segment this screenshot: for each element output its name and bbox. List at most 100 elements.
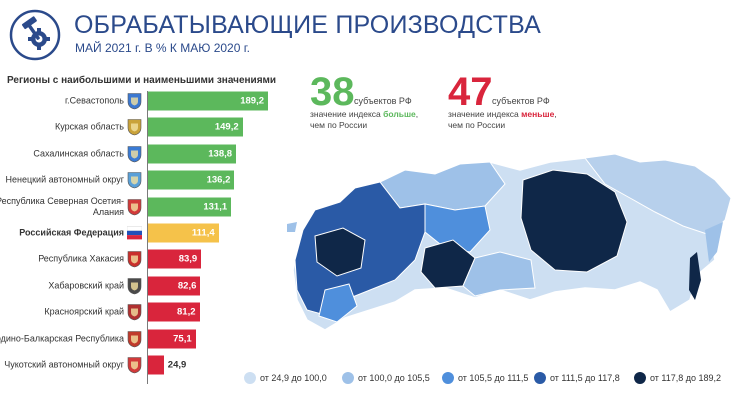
sakhalin-emblem-icon: [127, 145, 142, 163]
russia-map: [287, 153, 732, 331]
stat-more-desc-suffix: ,: [415, 109, 419, 119]
bar-mark: [148, 355, 164, 375]
map-region-kaliningrad: [287, 222, 297, 232]
stat-less: 47 субъектов РФ значение индекса меньше,…: [448, 72, 588, 132]
stat-more-desc-emph: больше: [383, 109, 416, 119]
legend-item-3: от 105,5 до 111,5: [442, 370, 528, 386]
bar-row: Курская область 149,2: [0, 116, 290, 138]
khakassia-emblem-icon: [127, 251, 142, 268]
stat-more-desc-prefix: значение индекса: [310, 109, 384, 119]
stat-less-number: 47: [448, 70, 493, 114]
bar-mark: [148, 91, 268, 111]
bar-mark: [148, 117, 243, 137]
legend-swatch-5: [634, 372, 646, 384]
bar-mark: [148, 276, 201, 296]
bar-category-label: Кабардино-Балкарская Республика: [0, 333, 124, 344]
legend-item-5: от 117,8 до 189,2: [634, 370, 721, 386]
legend-swatch-2: [342, 372, 354, 384]
map-region-sakhalin: [689, 252, 701, 300]
stat-more-desc-line2: чем по России: [310, 120, 368, 130]
legend-item-1: от 24,9 до 100,0: [244, 370, 327, 386]
north-ossetia-emblem-icon: [127, 198, 142, 215]
stat-less-desc-prefix: значение индекса: [448, 109, 522, 119]
bar-value-label: 189,2: [240, 95, 264, 107]
map-legend: от 24,9 до 100,0 от 100,0 до 105,5 от 10…: [244, 370, 734, 388]
bar-category-label: Республика Хакасия: [38, 253, 124, 264]
page-subtitle: МАЙ 2021 г. В % К МАЮ 2020 г.: [75, 41, 250, 55]
section-heading: Регионы с наибольшими и наименьшими знач…: [7, 75, 277, 86]
russia-flag-icon: [127, 226, 142, 240]
bar-value-label: 138,8: [208, 148, 233, 160]
krasnoyarsk-emblem-icon: [127, 304, 142, 321]
bar-value-label: 81,2: [177, 306, 196, 318]
bar-category-label: Курская область: [55, 121, 124, 132]
stat-more-label: субъектов РФ: [354, 96, 412, 106]
bar-value-label: 149,2: [214, 121, 239, 133]
map-region-light: [584, 153, 732, 236]
legend-item-4: от 111,5 до 117,8: [534, 370, 620, 386]
stat-more: 38 субъектов РФ значение индекса больше,…: [310, 72, 450, 132]
bar-mark: [148, 302, 200, 322]
page-title: ОБРАБАТЫВАЮЩИЕ ПРОИЗВОДСТВА: [74, 11, 542, 39]
bar-value-label: 111,4: [191, 227, 215, 239]
sevastopol-emblem-icon: [127, 93, 142, 110]
legend-label-4: от 111,5 до 117,8: [550, 373, 620, 383]
legend-swatch-1: [244, 372, 256, 384]
bar-row: Кабардино-Балкарская Республика 75,1: [0, 328, 290, 350]
bar-value-label: 131,1: [203, 201, 228, 213]
kabardino-balkaria-emblem-icon: [127, 330, 142, 347]
bar-row: Хабаровский край 82,6: [0, 275, 290, 297]
stat-less-desc-emph: меньше: [521, 109, 555, 119]
legend-label-2: от 100,0 до 105,5: [358, 373, 430, 383]
bar-value-label: 136,2: [206, 174, 231, 186]
map-region-mid: [424, 203, 491, 253]
legend-swatch-3: [442, 372, 454, 384]
stat-more-desc: значение индекса больше, чем по России: [310, 109, 418, 131]
bar-mark: [148, 249, 202, 269]
bar-row: Чукотский автономный округ 24,9: [0, 354, 290, 376]
bar-category-label: г.Севастополь: [64, 95, 124, 106]
map-region-medium: [379, 161, 506, 211]
bar-mark: [148, 329, 196, 349]
legend-item-2: от 100,0 до 105,5: [342, 370, 430, 386]
stat-more-number: 38: [310, 70, 355, 114]
kursk-emblem-icon: [127, 119, 142, 136]
bar-row: Республика Хакасия 83,9: [0, 248, 290, 270]
stat-less-desc: значение индекса меньше, чем по России: [448, 109, 557, 131]
map-region-kamchatka: [705, 222, 723, 262]
nenets-emblem-icon: [127, 172, 142, 189]
bar-mark: [148, 170, 235, 190]
map-region-siberia-south: [462, 251, 536, 297]
legend-label-5: от 117,8 до 189,2: [650, 373, 722, 383]
bar-category-label: Российская Федерация: [19, 227, 124, 238]
chukotka-emblem-icon: [127, 357, 142, 374]
bar-row: Сахалинская область 138,8: [0, 143, 290, 165]
bar-value-label: 24,9: [167, 359, 187, 371]
bar-category-label: Красноярский край: [44, 306, 124, 317]
bar-mark: [148, 223, 219, 243]
bar-row: Российская Федерация 111,4: [0, 222, 290, 244]
bar-category-label: Сахалинская область: [33, 148, 124, 159]
bar-value-label: 75,1: [173, 333, 192, 345]
map-region-south: [318, 283, 358, 323]
hammer-gear-icon: [9, 9, 61, 61]
legend-label-1: от 24,9 до 100,0: [260, 373, 327, 383]
legend-swatch-4: [534, 372, 546, 384]
bar-category-label: Республика Северная Осетия- Алания: [0, 195, 124, 217]
bar-category-label: Ненецкий автономный округ: [5, 174, 124, 185]
bar-mark: [148, 144, 237, 164]
map-region-yakutia: [520, 169, 628, 273]
bar-row: Ненецкий автономный округ 136,2: [0, 169, 290, 191]
bar-row: г.Севастополь 189,2: [0, 90, 290, 112]
bar-row: Красноярский край 81,2: [0, 301, 290, 323]
khabarovsk-emblem-icon: [127, 277, 142, 295]
bar-value-label: 83,9: [178, 253, 198, 265]
stat-less-desc-suffix: ,: [554, 109, 557, 119]
bar-category-label: Чукотский автономный округ: [4, 359, 124, 370]
chart-axis-line: [147, 91, 148, 384]
map-region-center-dark: [314, 227, 366, 277]
bar-row: Республика Северная Осетия- Алания 131,1: [0, 196, 290, 218]
bar-category-label: Хабаровский край: [48, 280, 124, 291]
stat-less-label: субъектов РФ: [492, 96, 550, 106]
bar-value-label: 82,6: [177, 280, 197, 292]
